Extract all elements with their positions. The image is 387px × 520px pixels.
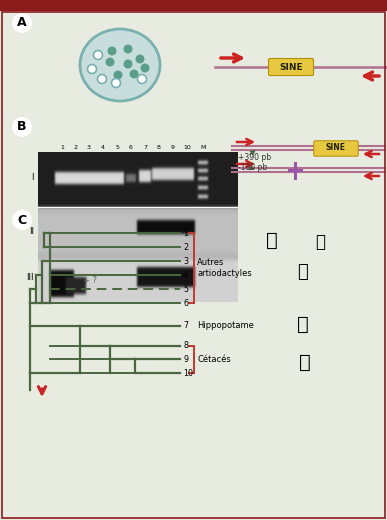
Circle shape: [12, 117, 32, 137]
Text: 5: 5: [183, 284, 188, 293]
Text: +390 pb: +390 pb: [238, 152, 271, 162]
Text: 9: 9: [171, 145, 175, 150]
Circle shape: [123, 59, 132, 69]
Text: 1: 1: [183, 228, 188, 238]
Circle shape: [135, 55, 144, 63]
Text: 🐑: 🐑: [315, 233, 325, 251]
Circle shape: [140, 63, 149, 72]
Text: A: A: [17, 17, 27, 30]
Text: 10: 10: [183, 145, 191, 150]
FancyBboxPatch shape: [269, 58, 313, 75]
Circle shape: [12, 210, 32, 230]
Text: 2: 2: [183, 242, 188, 252]
Text: 5: 5: [115, 145, 119, 150]
Text: 🐪: 🐪: [266, 230, 278, 250]
Text: 6: 6: [183, 298, 188, 307]
Text: Hippopotame: Hippopotame: [197, 321, 254, 331]
Text: 9: 9: [183, 355, 188, 363]
Text: 8: 8: [157, 145, 161, 150]
Text: 1: 1: [60, 145, 64, 150]
Text: C: C: [17, 214, 27, 227]
Text: SINE: SINE: [279, 62, 303, 71]
Circle shape: [108, 46, 116, 56]
Text: 🦛: 🦛: [297, 315, 309, 333]
Text: III: III: [26, 272, 34, 281]
Circle shape: [94, 50, 103, 59]
Circle shape: [106, 58, 115, 67]
Text: 3: 3: [183, 256, 188, 266]
Ellipse shape: [80, 29, 160, 101]
Text: 2: 2: [74, 145, 78, 150]
Circle shape: [137, 74, 147, 84]
Circle shape: [98, 74, 106, 84]
Text: Cétacés: Cétacés: [197, 355, 231, 364]
Text: II: II: [29, 228, 34, 237]
FancyBboxPatch shape: [314, 141, 358, 156]
Text: 10: 10: [183, 369, 193, 378]
Text: Autres
artiodactyles: Autres artiodactyles: [197, 258, 252, 278]
Text: 7: 7: [143, 145, 147, 150]
Text: 6: 6: [129, 145, 133, 150]
Text: 4: 4: [183, 270, 188, 280]
Text: I: I: [31, 173, 34, 181]
Circle shape: [130, 70, 139, 79]
Circle shape: [12, 13, 32, 33]
Circle shape: [87, 64, 96, 73]
Text: 🐷: 🐷: [298, 263, 308, 281]
Text: 3: 3: [87, 145, 91, 150]
Text: 7: 7: [183, 321, 188, 331]
Text: M: M: [200, 145, 205, 150]
Circle shape: [123, 45, 132, 54]
Text: -180 pb: -180 pb: [238, 163, 267, 173]
Text: B: B: [17, 121, 27, 134]
Text: + ?: + ?: [83, 276, 97, 285]
Circle shape: [113, 71, 123, 80]
Text: 4: 4: [101, 145, 105, 150]
Text: 🐬: 🐬: [299, 353, 311, 371]
Text: 8: 8: [183, 342, 188, 350]
Text: SINE: SINE: [326, 144, 346, 152]
Circle shape: [111, 79, 120, 87]
